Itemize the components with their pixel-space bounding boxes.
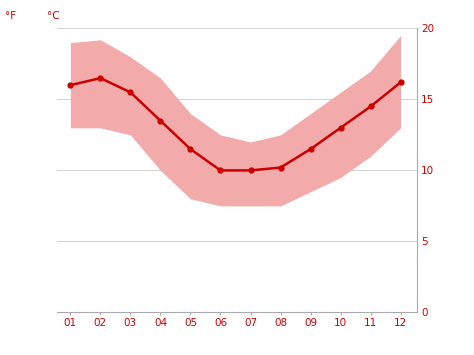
Text: °F: °F [5, 11, 16, 21]
Text: °C: °C [47, 11, 60, 21]
